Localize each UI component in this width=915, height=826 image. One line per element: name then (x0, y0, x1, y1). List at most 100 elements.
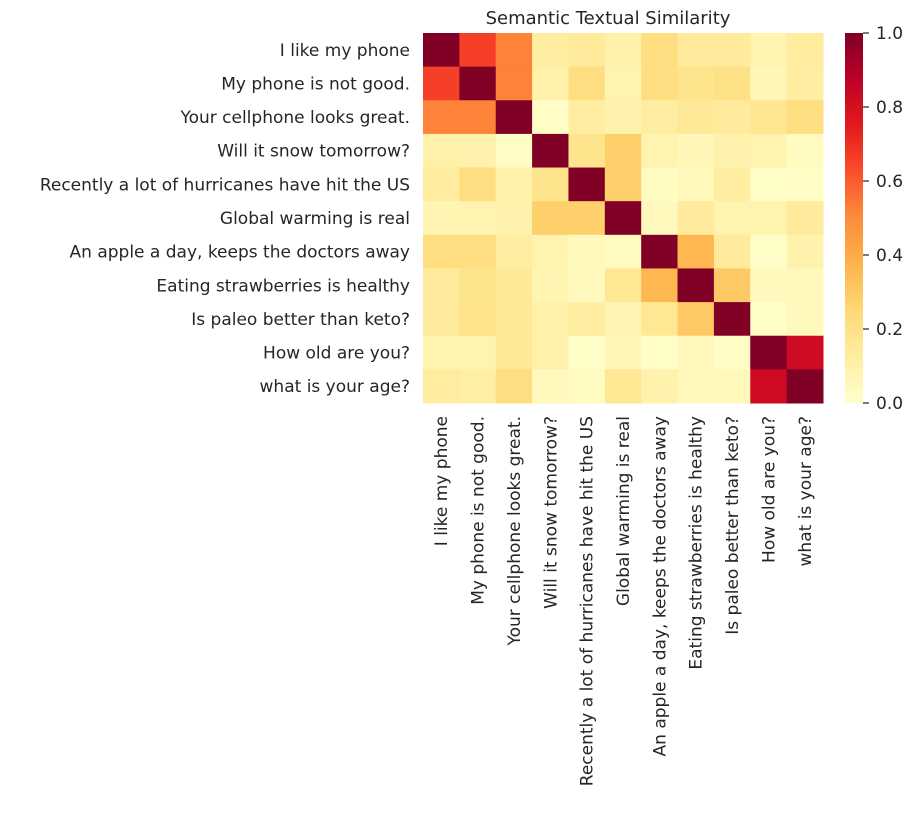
colorbar-tick-label: 0.0 (876, 394, 903, 414)
heatmap-cell (423, 335, 460, 370)
heatmap-cell (604, 167, 642, 202)
colorbar-tick-label: 1.0 (876, 24, 903, 44)
heatmap-cell (713, 302, 751, 337)
heatmap-cell (568, 268, 606, 303)
heatmap-cell (641, 100, 679, 135)
heatmap-cell (532, 369, 569, 404)
heatmap-cell (459, 66, 497, 101)
heatmap-cell (677, 167, 715, 202)
heatmap-cell (568, 167, 606, 202)
heatmap-cell (423, 133, 460, 169)
heatmap-cell (713, 268, 751, 303)
heatmap-cell (459, 234, 497, 269)
colorbar-tick-label: 0.8 (876, 98, 903, 118)
heatmap-cell (786, 33, 824, 68)
row-label: Eating strawberries is healthy (156, 276, 410, 296)
heatmap-cell (568, 369, 606, 404)
row-label: Recently a lot of hurricanes have hit th… (40, 175, 410, 195)
heatmap-cell (568, 201, 606, 236)
heatmap-cell (495, 369, 533, 404)
colorbar-tick-label: 0.6 (876, 172, 903, 192)
row-label: Will it snow tomorrow? (217, 142, 410, 162)
heatmap-cell (495, 201, 533, 236)
colorbar (845, 33, 863, 403)
heatmap-cell (532, 302, 569, 337)
heatmap-cell (786, 66, 824, 101)
column-label: Your cellphone looks great. (505, 416, 525, 647)
heatmap-cell (641, 167, 679, 202)
heatmap-cell (495, 268, 533, 303)
heatmap-cell (459, 201, 497, 236)
heatmap-cell (495, 335, 533, 370)
heatmap-cell (750, 234, 788, 269)
heatmap-cell (423, 369, 460, 404)
heatmap-cell (677, 133, 715, 169)
heatmap-cell (604, 66, 642, 101)
heatmap-cell (604, 234, 642, 269)
heatmap-cell (532, 133, 569, 169)
chart-title: Semantic Textual Similarity (486, 8, 731, 29)
heatmap-cell (495, 234, 533, 269)
heatmap-cell (532, 66, 569, 101)
heatmap-cell (604, 33, 642, 68)
column-label: Recently a lot of hurricanes have hit th… (578, 416, 598, 786)
heatmap-cell (568, 335, 606, 370)
heatmap-cell (459, 369, 497, 404)
heatmap-cell (713, 33, 751, 68)
heatmap-cell (750, 33, 788, 68)
heatmap-cell (423, 302, 460, 337)
heatmap-cell (641, 335, 679, 370)
heatmap-cell (677, 201, 715, 236)
heatmap-cell (677, 369, 715, 404)
heatmap-cell (568, 100, 606, 135)
heatmap-cell (641, 133, 679, 169)
heatmap-cells (423, 33, 824, 404)
heatmap-cell (459, 100, 497, 135)
heatmap-cell (604, 268, 642, 303)
column-label: Eating strawberries is healthy (687, 416, 707, 670)
heatmap-cell (786, 268, 824, 303)
heatmap-cell (713, 100, 751, 135)
row-label: I like my phone (280, 41, 410, 61)
heatmap-cell (786, 302, 824, 337)
heatmap-cell (532, 33, 569, 68)
row-label: what is your age? (260, 377, 410, 397)
heatmap-cell (713, 167, 751, 202)
heatmap-cell (423, 100, 460, 135)
heatmap-cell (423, 234, 460, 269)
heatmap-cell (604, 369, 642, 404)
column-label: Is paleo better than keto? (723, 416, 743, 635)
heatmap-cell (750, 268, 788, 303)
heatmap-cell (786, 369, 824, 404)
heatmap-cell (750, 369, 788, 404)
heatmap-cell (495, 33, 533, 68)
heatmap-cell (423, 167, 460, 202)
column-label: How old are you? (759, 416, 779, 563)
heatmap-cell (532, 100, 569, 135)
heatmap-cell (495, 66, 533, 101)
heatmap-cell (750, 167, 788, 202)
heatmap-cell (677, 66, 715, 101)
heatmap-cell (677, 33, 715, 68)
heatmap-cell (786, 167, 824, 202)
row-label: Is paleo better than keto? (191, 310, 410, 330)
heatmap-cell (677, 335, 715, 370)
heatmap-cell (495, 133, 533, 169)
heatmap-cell (568, 33, 606, 68)
heatmap-cell (604, 335, 642, 370)
heatmap-cell (532, 201, 569, 236)
heatmap-cell (750, 133, 788, 169)
heatmap-cell (568, 234, 606, 269)
heatmap-cell (495, 167, 533, 202)
row-labels: I like my phone My phone is not good. Your… (40, 41, 410, 397)
heatmap-cell (713, 335, 751, 370)
heatmap-cell (568, 133, 606, 169)
heatmap-cell (604, 133, 642, 169)
heatmap-cell (641, 33, 679, 68)
heatmap-cell (641, 234, 679, 269)
heatmap-cell (713, 66, 751, 101)
heatmap-cell (532, 234, 569, 269)
heatmap-cell (568, 302, 606, 337)
heatmap-cell (786, 234, 824, 269)
heatmap-cell (459, 268, 497, 303)
